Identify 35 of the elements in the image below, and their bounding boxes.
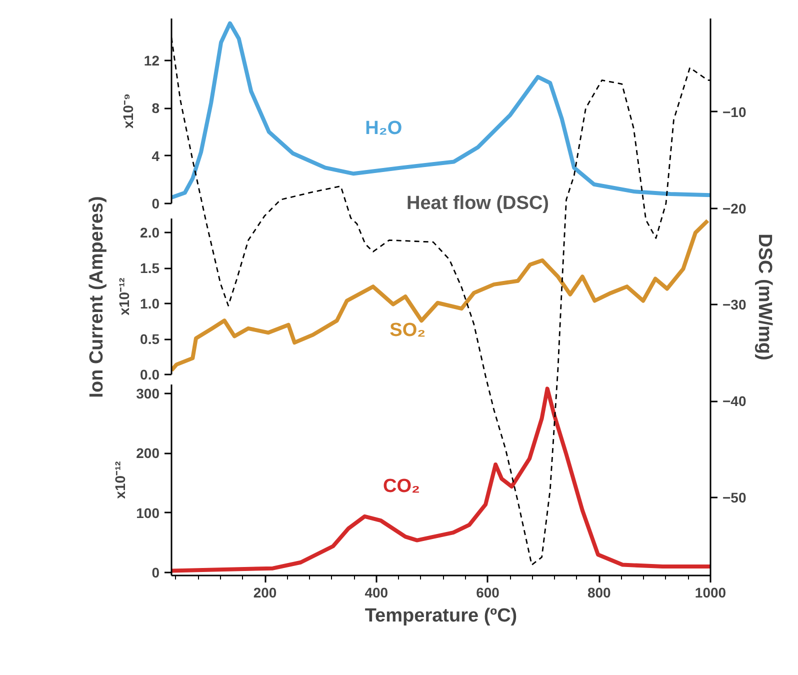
y-tick-label: −40 (722, 393, 746, 410)
y-tick-label: 300 (136, 385, 160, 402)
y-tick-label: −10 (722, 104, 746, 120)
y-tick-label: 200 (136, 445, 160, 462)
y-tick-label: 1.5 (140, 260, 160, 276)
y-tick-label: −50 (722, 489, 746, 506)
x-tick-label: 1000 (694, 584, 726, 600)
y-tick-label: 4 (152, 148, 160, 164)
y-tick-label: −30 (722, 296, 746, 313)
y-axis-title: x10⁻¹² (112, 460, 128, 499)
y-tick-label: 0.0 (140, 366, 160, 382)
series-label: H₂O (365, 118, 402, 139)
series-label: Heat flow (DSC) (406, 193, 549, 214)
y-tick-label: 12 (144, 52, 160, 68)
series-label: SO₂ (390, 320, 426, 341)
y-tick-label: 0 (152, 196, 160, 212)
y-tick-label: 1.0 (140, 296, 160, 312)
y-axis-title: x10⁻¹² (116, 277, 132, 316)
line-series (172, 386, 710, 573)
y-tick-label: 0 (152, 564, 160, 581)
y-tick-label: 100 (136, 504, 160, 521)
x-tick-label: 800 (587, 584, 612, 600)
x-axis-title: Temperature (ºC) (364, 606, 518, 626)
line-series (172, 218, 710, 372)
x-tick-label: 600 (476, 584, 500, 600)
text: Ion Current (Amperes) (86, 196, 108, 398)
y-tick-label: 2.0 (140, 224, 160, 241)
x-tick-label: 200 (253, 584, 277, 600)
series-label: CO₂ (382, 476, 420, 497)
y-axis-title: x10⁻⁹ (120, 93, 136, 128)
y-tick-label: −20 (722, 200, 746, 216)
y-axis-title: DSC (mW/mg) (754, 234, 776, 360)
x-tick-label: 400 (364, 584, 388, 600)
y-tick-label: 8 (152, 100, 160, 116)
y-tick-label: 0.5 (140, 331, 160, 348)
